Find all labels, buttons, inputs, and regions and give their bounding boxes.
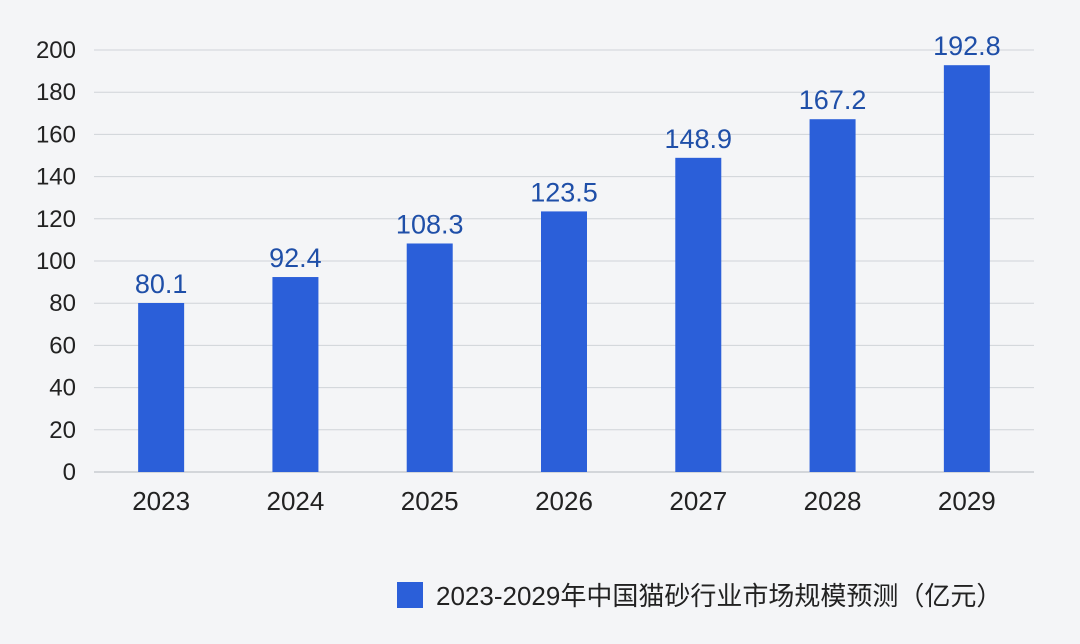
x-axis: 2023 2024 2025 2026 2027 2028 2029 (132, 486, 996, 516)
x-tick-label-2027: 2027 (669, 486, 727, 516)
y-tick-label: 200 (36, 37, 76, 64)
x-tick-label-2029: 2029 (938, 486, 996, 516)
data-label-2026: 123.5 (530, 177, 598, 207)
y-tick-label: 0 (63, 459, 76, 486)
y-tick-label: 20 (49, 417, 76, 444)
bar-2023 (138, 302, 185, 472)
x-tick-label-2024: 2024 (267, 486, 325, 516)
y-tick-label: 180 (36, 79, 76, 106)
bar-2025 (406, 243, 453, 472)
y-tick-label: 160 (36, 121, 76, 148)
y-tick-label: 80 (49, 290, 76, 317)
bar-2027 (675, 157, 722, 473)
y-tick-label: 40 (49, 375, 76, 402)
legend-label: 2023-2029年中国猫砂行业市场规模预测（亿元） (436, 581, 1002, 611)
y-tick-label: 100 (36, 248, 76, 275)
data-label-2024: 92.4 (269, 243, 322, 273)
data-label-2025: 108.3 (396, 209, 464, 239)
data-label-2029: 192.8 (933, 31, 1001, 61)
x-tick-label-2023: 2023 (132, 486, 190, 516)
y-tick-label: 60 (49, 332, 76, 359)
bar-2026 (541, 211, 587, 473)
data-labels: 80.1 92.4 108.3 123.5 148.9 167.2 192.8 (135, 31, 1001, 299)
x-tick-label-2028: 2028 (804, 486, 862, 516)
bar-2024 (272, 277, 319, 472)
bar-2029 (943, 65, 990, 472)
legend: 2023-2029年中国猫砂行业市场规模预测（亿元） (397, 581, 1002, 611)
y-axis: 0 20 40 60 80 100 120 140 160 180 200 (36, 37, 76, 486)
data-label-2023: 80.1 (135, 269, 188, 299)
bar-series (138, 65, 990, 473)
data-label-2027: 148.9 (664, 124, 732, 154)
y-tick-label: 140 (36, 164, 76, 191)
data-label-2028: 167.2 (799, 85, 867, 115)
x-tick-label-2025: 2025 (401, 486, 459, 516)
legend-swatch (397, 582, 423, 608)
x-tick-label-2026: 2026 (535, 486, 593, 516)
bar-2028 (809, 119, 856, 472)
y-tick-label: 120 (36, 206, 76, 233)
